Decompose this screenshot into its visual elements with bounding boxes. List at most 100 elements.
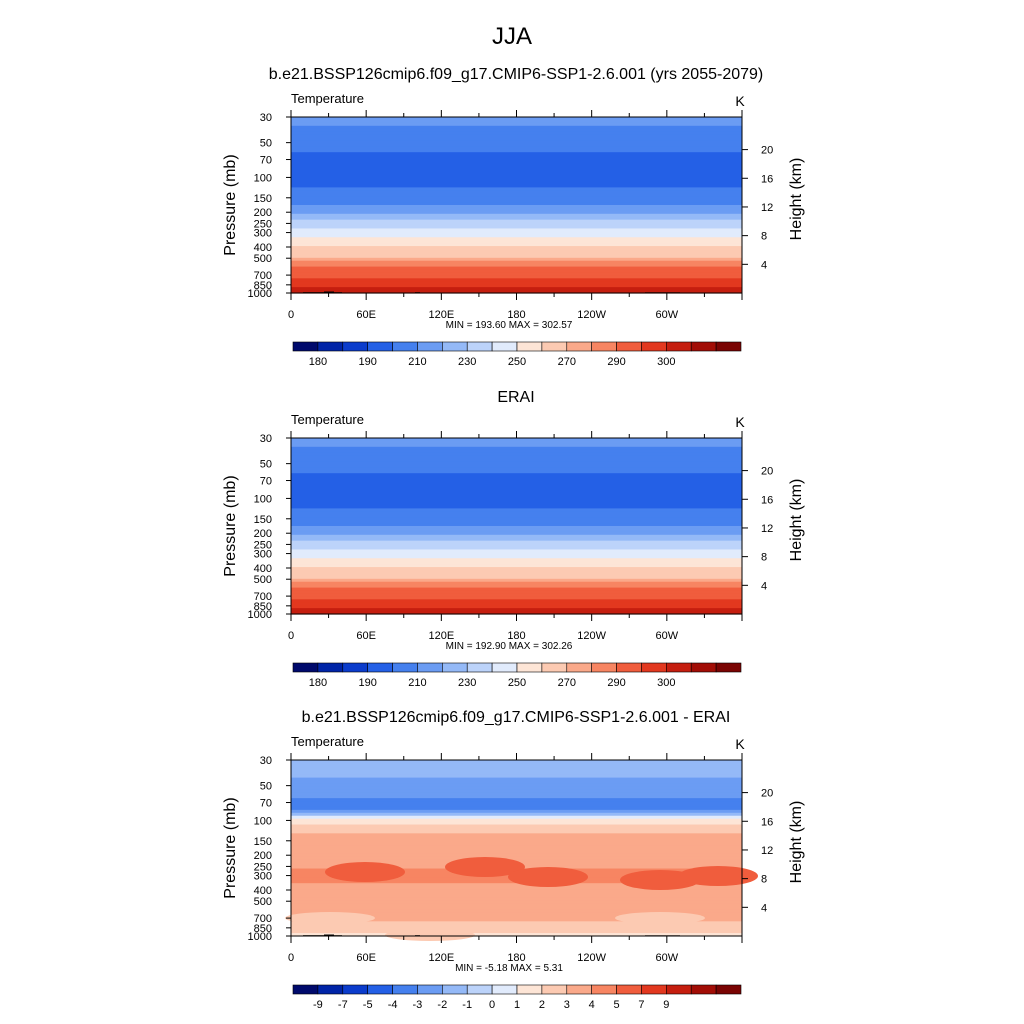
pressure-tick-label: 850 (254, 923, 272, 935)
lon-tick-label: 120W (577, 309, 606, 321)
panel-3: b.e21.BSSP126cmip6.f09_g17.CMIP6-SSP1-2.… (222, 709, 805, 1011)
height-tick-label: 12 (761, 845, 773, 857)
contour-band (291, 284, 742, 288)
contour-band (291, 443, 742, 448)
contour-band (291, 845, 742, 849)
contour-band (291, 792, 742, 796)
height-tick-label: 4 (761, 580, 767, 592)
pressure-tick-label: 400 (254, 885, 272, 897)
contour-band (291, 155, 742, 159)
contour-band (291, 140, 742, 144)
colorbar-swatch (342, 984, 368, 995)
contour-band (291, 564, 742, 568)
contour-band (291, 765, 742, 770)
contour-band (291, 479, 742, 483)
contour-band (291, 240, 742, 244)
colorbar-swatch (566, 341, 592, 352)
colorbar-label: -9 (313, 999, 323, 1011)
contour-field (291, 117, 742, 294)
pressure-tick-label: 50 (260, 138, 272, 150)
colorbar-label: 3 (564, 999, 570, 1011)
colorbar-swatch (616, 984, 642, 995)
contour-band (291, 187, 742, 191)
contour-band (291, 484, 742, 489)
contour-band (291, 205, 742, 209)
contour-band (291, 774, 742, 779)
pressure-tick-label: 70 (260, 155, 272, 167)
height-tick-label: 8 (761, 231, 767, 243)
warm-anomaly (678, 866, 758, 886)
contour-band (291, 528, 742, 533)
height-tick-label: 20 (761, 466, 773, 478)
height-tick-label: 4 (761, 259, 767, 271)
contour-band (291, 508, 742, 512)
contour-band (291, 839, 742, 843)
contour-band (291, 812, 742, 817)
contour-band (291, 266, 742, 271)
pressure-tick-label: 700 (254, 913, 272, 925)
contour-band (291, 275, 742, 279)
contour-band (291, 534, 742, 539)
contour-band (291, 555, 742, 559)
pressure-tick-label: 30 (260, 755, 272, 767)
variable-label: Temperature (291, 734, 364, 749)
colorbar-label: -4 (388, 999, 398, 1011)
pressure-tick-label: 100 (254, 493, 272, 505)
colorbar-swatch (541, 662, 568, 673)
contour-band (291, 930, 742, 934)
contour-band (291, 493, 742, 498)
contour-band (291, 207, 742, 212)
colorbar-label: 270 (558, 677, 576, 689)
contour-field (291, 438, 742, 615)
min-max-stats: MIN = -5.18 MAX = 5.31 (455, 963, 563, 974)
contour-band (291, 596, 742, 600)
contour-band (291, 561, 742, 565)
contour-band (291, 806, 742, 811)
units-label: K (735, 414, 745, 430)
pressure-tick-label: 400 (254, 242, 272, 254)
contour-band (291, 587, 742, 592)
contour-band (291, 771, 742, 776)
colorbar-swatch (367, 341, 393, 352)
colorbar-label: 180 (309, 677, 327, 689)
height-tick-label: 12 (761, 202, 773, 214)
contour-band (291, 567, 742, 571)
warm-anomaly (325, 862, 405, 882)
colorbar-swatch (541, 341, 568, 352)
colorbar-swatch (342, 341, 368, 352)
pressure-tick-label: 200 (254, 528, 272, 540)
contour-band (291, 762, 742, 767)
y-axis-right-label: Height (km) (788, 801, 805, 884)
contour-band (291, 909, 742, 914)
colorbar-swatch (491, 984, 518, 995)
pressure-tick-label: 30 (260, 112, 272, 124)
colorbar-swatch (491, 341, 518, 352)
contour-band (291, 449, 742, 454)
contour-band (291, 476, 742, 480)
colorbar-swatch (591, 662, 617, 673)
contour-band (291, 254, 742, 259)
panel-title: ERAI (497, 389, 534, 406)
lon-tick-label: 60W (656, 309, 679, 321)
colorbar-label: 9 (663, 999, 669, 1011)
lon-tick-label: 120E (428, 630, 454, 642)
contour-band (291, 602, 742, 606)
cool-anomaly (285, 912, 375, 924)
height-tick-label: 12 (761, 523, 773, 535)
pressure-tick-label: 500 (254, 253, 272, 265)
pressure-tick-label: 1000 (248, 288, 272, 300)
contour-band (291, 473, 742, 477)
contour-band (291, 804, 742, 808)
pressure-tick-label: 150 (254, 193, 272, 205)
warm-anomaly (508, 867, 588, 887)
contour-band (291, 499, 742, 504)
colorbar-swatch (641, 662, 667, 673)
variable-label: Temperature (291, 412, 364, 427)
contour-band (291, 520, 742, 524)
contour-band (291, 163, 742, 168)
contour-band (291, 137, 742, 142)
contour-band (291, 158, 742, 162)
colorbar-label: 2 (539, 999, 545, 1011)
contour-band (291, 178, 742, 183)
contour-band (291, 927, 742, 931)
